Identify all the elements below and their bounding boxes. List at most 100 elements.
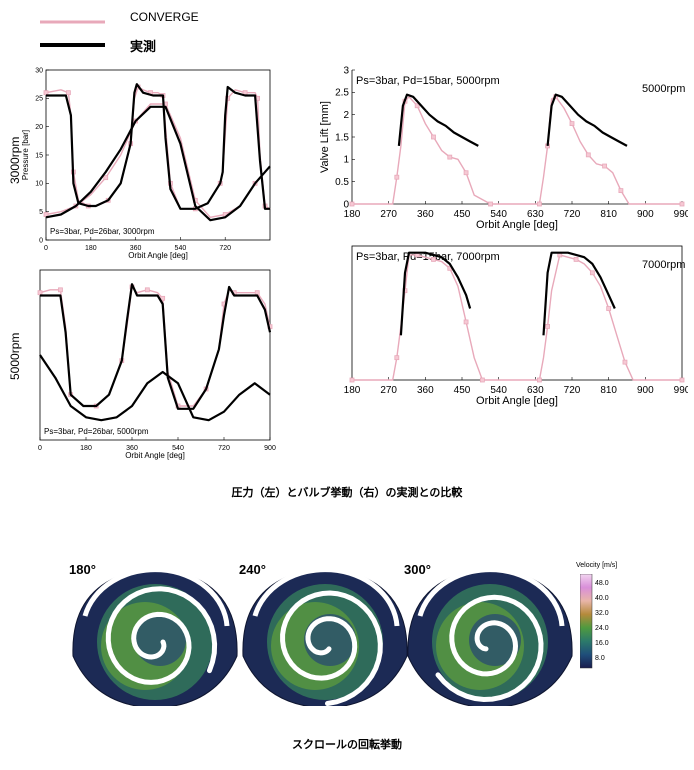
converge-data-point xyxy=(569,121,575,126)
converge-data-point xyxy=(43,90,49,96)
scroll-outer-ring xyxy=(417,567,565,627)
converge-data-point xyxy=(58,287,63,293)
converge-data-point xyxy=(394,174,400,180)
converge-data-point xyxy=(103,175,109,181)
converge-data-point xyxy=(431,134,436,140)
y-tick-label: 0 xyxy=(39,237,43,244)
colorbar: 48.0 40.0 32.0 24.0 16.0 8.0 xyxy=(580,574,609,669)
y-tick-label: 15 xyxy=(35,152,43,159)
converge-series-line xyxy=(45,86,271,210)
converge-data-point xyxy=(447,154,453,160)
y-axis-label: Pressure [bar] xyxy=(22,130,30,180)
x-tick-label: 720 xyxy=(218,445,230,452)
measured-series-line xyxy=(46,83,270,210)
x-axis-label: Orbit Angle [deg] xyxy=(476,219,558,231)
x-axis-label: Orbit Angle [deg] xyxy=(128,251,188,260)
measured-series-line xyxy=(40,283,272,410)
y-tick-label: 1 xyxy=(343,155,349,166)
converge-data-point xyxy=(679,377,685,383)
colorbar-tick-label: 8.0 xyxy=(595,655,605,662)
x-tick-label: 720 xyxy=(564,209,581,220)
measured-series-line xyxy=(39,354,271,422)
pressure-chart-5000rpm: 0 180 360 540 720 900 Orbit Angle [deg] Ps=3bar… xyxy=(37,269,276,460)
measured-series-line xyxy=(542,251,616,336)
scroll-outer-ring xyxy=(252,567,400,627)
converge-data-point xyxy=(589,270,595,276)
pressure-chart-3000rpm: 0 180 360 540 720 0 5 10 15 20 25 30 Orbit Angle [de… xyxy=(22,67,271,260)
x-tick-label: 180 xyxy=(344,385,361,396)
y-tick-label: 2.5 xyxy=(335,88,349,99)
x-tick-label: 0 xyxy=(38,445,42,452)
x-tick-label: 0 xyxy=(44,245,48,252)
colorbar-gradient xyxy=(580,574,593,669)
y-tick-label: 1.5 xyxy=(335,132,349,143)
converge-data-point xyxy=(43,212,49,217)
x-tick-label: 450 xyxy=(454,385,471,396)
x-axis-label: Orbit Angle [deg] xyxy=(476,395,558,407)
scroll-snapshot: 300° xyxy=(404,562,573,706)
converge-data-point xyxy=(463,319,469,325)
x-tick-label: 630 xyxy=(527,209,544,220)
converge-data-point xyxy=(65,90,71,96)
converge-data-point xyxy=(573,256,579,262)
flow-field-core xyxy=(134,614,186,666)
y-tick-label: 5 xyxy=(39,209,43,216)
converge-data-point xyxy=(37,290,43,296)
colorbar-tick-label: 16.0 xyxy=(595,640,609,647)
scroll-wrap xyxy=(105,586,218,685)
converge-data-point xyxy=(537,377,542,383)
converge-data-point xyxy=(431,256,436,262)
x-tick-label: 360 xyxy=(130,245,142,252)
y-tick-label: 25 xyxy=(35,96,43,103)
x-tick-label: 720 xyxy=(564,385,581,396)
x-tick-label: 180 xyxy=(85,245,97,252)
x-tick-label: 540 xyxy=(490,385,507,396)
snapshot-angle-label: 180° xyxy=(69,562,96,577)
converge-data-point xyxy=(537,201,542,207)
converge-data-point xyxy=(545,324,550,329)
measured-series-line xyxy=(546,93,628,147)
x-tick-label: 270 xyxy=(380,385,397,396)
x-tick-label: 900 xyxy=(264,445,276,452)
x-tick-label: 450 xyxy=(454,209,471,220)
x-tick-label: 540 xyxy=(490,209,507,220)
x-tick-label: 900 xyxy=(637,209,654,220)
measured-series-line xyxy=(399,251,472,336)
colorbar-tick-label: 32.0 xyxy=(595,610,609,617)
x-tick-label: 630 xyxy=(527,385,544,396)
x-tick-label: 900 xyxy=(637,385,654,396)
chart-corner-label: 7000rpm xyxy=(642,259,685,271)
measured-series-line xyxy=(397,93,479,147)
chart-annotation: Ps=3bar, Pd=15bar, 7000rpm xyxy=(356,251,500,263)
converge-data-point xyxy=(622,359,628,365)
legend-measured-label: 実測 xyxy=(130,40,157,55)
row-label-5000rpm: 5000rpm xyxy=(8,332,22,380)
converge-data-point xyxy=(479,377,485,383)
converge-data-point xyxy=(618,188,624,193)
scroll-snapshot: 240° xyxy=(239,562,408,706)
x-tick-label: 810 xyxy=(600,385,617,396)
x-tick-label: 180 xyxy=(80,445,92,452)
converge-data-point xyxy=(160,295,166,301)
measured-series-line xyxy=(45,105,271,222)
y-tick-label: 2 xyxy=(343,110,349,121)
colorbar-tick-label: 48.0 xyxy=(595,580,609,587)
converge-data-point xyxy=(144,287,150,293)
y-axis-label: Valve Lift [mm] xyxy=(319,101,331,173)
scroll-snapshots: 180° 240° 300° xyxy=(69,562,573,706)
x-tick-label: 360 xyxy=(417,385,434,396)
comparison-caption: 圧力（左）とバルブ挙動（右）の実測との比較 xyxy=(231,486,463,499)
converge-data-point xyxy=(602,163,607,169)
legend-swatches xyxy=(40,20,105,47)
colorbar-title: Velocity [m/s] xyxy=(576,562,618,569)
converge-data-point xyxy=(488,201,493,207)
chart-annotation: Ps=3bar, Pd=26bar, 5000rpm xyxy=(44,427,149,436)
valve-lift-chart-5000rpm: 180 270 360 450 540 630 720 810 900 990 0 0.5 1 1.5 2 2… xyxy=(319,65,688,231)
snapshot-angle-label: 300° xyxy=(404,562,431,577)
snapshot-angle-label: 240° xyxy=(239,562,266,577)
converge-series-line xyxy=(39,286,271,407)
y-tick-label: 20 xyxy=(35,124,43,131)
flow-field-core xyxy=(304,614,356,666)
converge-data-point xyxy=(463,170,469,176)
x-tick-label: 990 xyxy=(674,209,688,220)
